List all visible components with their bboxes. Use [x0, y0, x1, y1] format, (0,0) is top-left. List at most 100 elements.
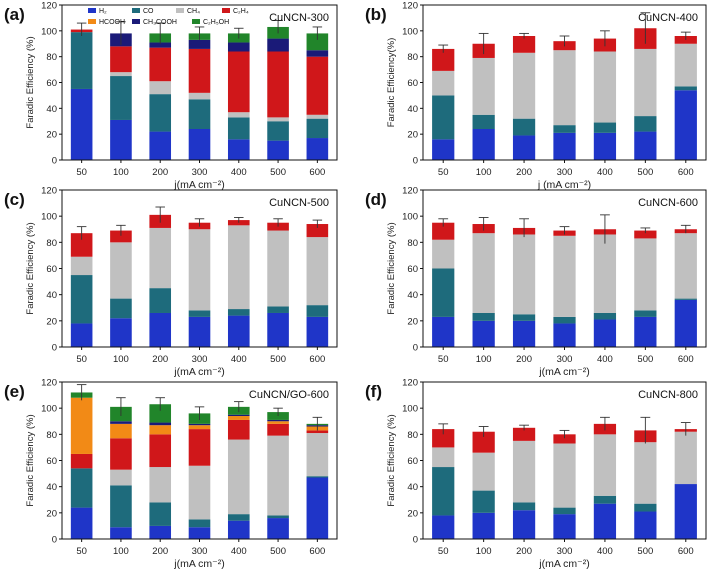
y-tick-label: 100 — [402, 212, 418, 223]
bar-segment-co — [512, 502, 536, 511]
bar-segment-ch3cooh — [267, 419, 289, 422]
bar-segment-h2 — [593, 319, 617, 347]
bar-segment-h2 — [553, 323, 576, 347]
legend-swatch-ch3cooh — [132, 19, 140, 24]
y-tick-label: 100 — [41, 212, 57, 223]
bar-segment-h2 — [306, 477, 329, 539]
y-tick-label: 120 — [402, 378, 418, 389]
bar-segment-h2 — [188, 316, 211, 347]
bar-segment-co — [432, 95, 455, 140]
bar-segment-c2h4 — [110, 46, 132, 73]
bar-segment-hcooh — [227, 416, 250, 420]
y-tick-label: 40 — [407, 290, 418, 301]
y-tick-label: 0 — [52, 343, 57, 354]
panel-c: 50 100 200 300 400 500 600 0 20 40 60 80 100 120 j(mA … — [4, 186, 338, 378]
y-tick-label: 120 — [41, 186, 57, 197]
y-tick-label: 40 — [407, 482, 418, 493]
x-axis-label: j(mA cm⁻²) — [538, 366, 589, 378]
y-tick-label: 80 — [407, 52, 418, 63]
bar-segment-ch4 — [674, 43, 697, 87]
bar-segment-ch4 — [593, 234, 617, 313]
x-tick-label: 400 — [597, 354, 613, 365]
bar-segment-h2 — [110, 527, 132, 539]
bar-segment-ch4 — [472, 57, 495, 115]
bar-segment-co — [110, 485, 132, 528]
y-tick-label: 40 — [46, 104, 57, 115]
x-tick-label: 400 — [231, 546, 247, 557]
bar-segment-co — [306, 305, 329, 317]
x-tick-label: 200 — [516, 167, 532, 178]
bar-segment-hcooh — [188, 425, 211, 430]
x-tick-label: 200 — [152, 546, 168, 557]
x-tick-label: 500 — [637, 546, 653, 557]
bar-segment-h2 — [227, 139, 250, 160]
y-tick-label: 100 — [402, 26, 418, 37]
y-tick-label: 0 — [413, 343, 418, 354]
bar-segment-co — [472, 114, 495, 129]
bar-segment-c2h4 — [306, 56, 329, 115]
x-tick-label: 500 — [637, 167, 653, 178]
bar-segment-c2h5oh — [149, 404, 172, 423]
legend-swatch-hcooh — [88, 19, 96, 24]
bar-segment-co — [70, 468, 93, 508]
bar-segment-h2 — [70, 88, 93, 160]
bar-segment-ch4 — [432, 70, 455, 96]
y-tick-label: 0 — [413, 156, 418, 167]
legend-label-co: CO — [143, 8, 154, 15]
x-tick-label: 50 — [438, 167, 449, 178]
bar-segment-h2 — [553, 132, 576, 161]
y-tick-label: 60 — [407, 456, 418, 467]
bar-segment-h2 — [593, 132, 617, 161]
bar-segment-co — [110, 298, 132, 319]
x-tick-label: 100 — [476, 354, 492, 365]
y-axis-label: Faradic Efficiency (%) — [386, 222, 397, 314]
y-tick-label: 0 — [52, 535, 57, 546]
x-tick-label: 400 — [597, 167, 613, 178]
x-tick-label: 600 — [309, 354, 325, 365]
x-tick-label: 200 — [152, 167, 168, 178]
legend-label-h2: H₂ — [99, 8, 107, 15]
x-tick-label: 500 — [270, 354, 286, 365]
x-tick-label: 300 — [557, 167, 573, 178]
y-axis-label: Faradic Efficiency (%) — [386, 414, 397, 506]
bar-segment-h2 — [634, 316, 657, 347]
bar-segment-ch3cooh — [267, 38, 289, 52]
bar-segment-co — [267, 121, 289, 141]
bar-segment-ch4 — [149, 467, 172, 503]
panel-f: 50 100 200 300 400 500 600 0 20 40 60 80 100 120 j(mA … — [365, 378, 707, 570]
y-axis-label: Faradic Efficiency (%) — [25, 414, 36, 506]
bar-segment-co — [432, 467, 455, 516]
x-axis-label: j(mA cm⁻²) — [538, 558, 589, 570]
panel-label: (d) — [365, 190, 387, 209]
bar-segment-h2 — [149, 131, 172, 160]
bar-segment-ch4 — [227, 225, 250, 310]
bar-segment-h2 — [306, 138, 329, 160]
x-tick-label: 400 — [231, 354, 247, 365]
bar-segment-co — [188, 310, 211, 317]
bar-segment-c2h4 — [267, 423, 289, 436]
y-tick-label: 40 — [46, 482, 57, 493]
x-axis-label: j(mA cm⁻²) — [173, 179, 224, 191]
bar-segment-h2 — [227, 315, 250, 347]
bar-segment-co — [593, 122, 617, 133]
bar-segment-hcooh — [149, 425, 172, 435]
bar-segment-c2h4 — [512, 427, 536, 441]
bar-segment-h2 — [512, 510, 536, 539]
bar-segment-c2h5oh — [306, 33, 329, 51]
y-tick-label: 60 — [46, 456, 57, 467]
bar-segment-c2h4 — [512, 36, 536, 53]
bar-segment-c2h4 — [149, 434, 172, 468]
legend-label-ch4: CH₄ — [187, 8, 200, 15]
x-tick-label: 300 — [557, 546, 573, 557]
bar-segment-co — [553, 125, 576, 133]
x-tick-label: 300 — [192, 546, 208, 557]
bar-segment-h2 — [432, 316, 455, 347]
x-tick-label: 200 — [152, 354, 168, 365]
bar-segment-h2 — [593, 503, 617, 539]
bar-segment-h2 — [149, 525, 172, 539]
bar-segment-c2h4 — [267, 222, 289, 231]
bar-segment-h2 — [110, 119, 132, 160]
bar-segment-ch4 — [267, 230, 289, 307]
y-tick-label: 60 — [46, 264, 57, 275]
